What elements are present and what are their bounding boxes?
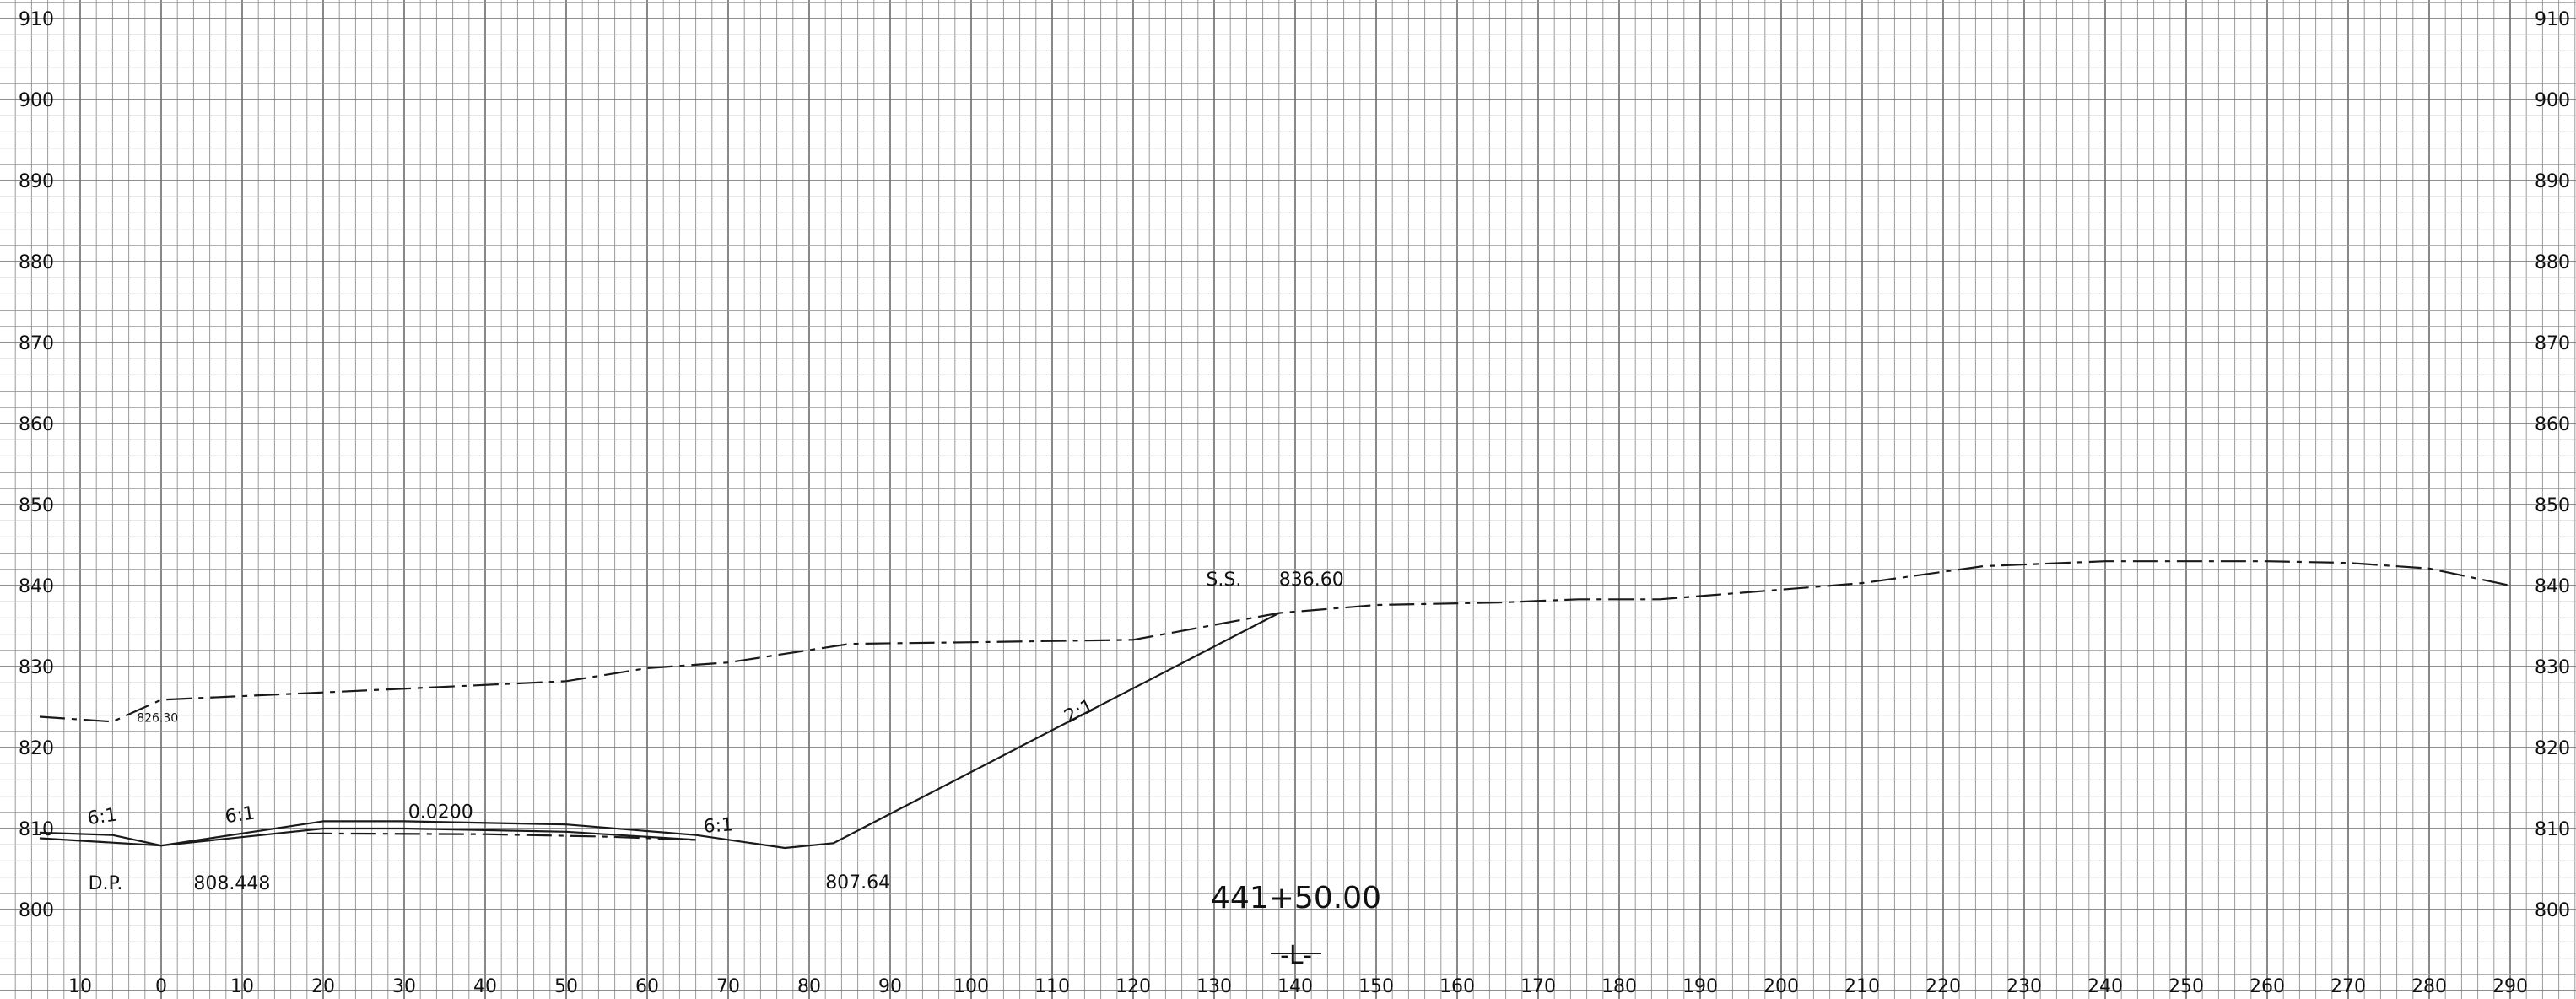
y-tick-label-left: 840 — [19, 576, 54, 597]
profile-lines — [39, 560, 2511, 850]
y-tick-label-right: 830 — [2535, 657, 2570, 678]
x-tick-label: 40 — [473, 976, 497, 997]
y-tick-label-right: 900 — [2535, 90, 2570, 111]
x-tick-label: 210 — [1844, 976, 1880, 997]
x-tick-label: 60 — [635, 976, 659, 997]
y-tick-label-left: 880 — [19, 252, 54, 273]
y-tick-label-right: 890 — [2535, 171, 2570, 192]
x-tick-label: 270 — [2330, 976, 2366, 997]
y-tick-label-right: 810 — [2535, 819, 2570, 840]
x-tick-label: 120 — [1115, 976, 1151, 997]
x-tick-label: 10 — [230, 976, 254, 997]
station-title: 441+50.00 — [1211, 881, 1381, 915]
x-tick-label: 160 — [1439, 976, 1475, 997]
x-tick-label: 260 — [2249, 976, 2285, 997]
y-tick-label-right: 860 — [2535, 414, 2570, 435]
x-tick-label: 170 — [1520, 976, 1556, 997]
x-tick-label: 30 — [392, 976, 416, 997]
elevation-axis-right: 910 900 890 880 870 860 850 840 830 820 810 800 — [2535, 9, 2570, 921]
x-tick-label: 10 — [68, 976, 92, 997]
y-tick-label-left: 850 — [19, 495, 54, 516]
annotation-label: 807.64 — [825, 872, 890, 894]
x-tick-label: 280 — [2411, 976, 2447, 997]
subgrade-line — [39, 827, 696, 847]
x-tick-label: 130 — [1196, 976, 1232, 997]
x-tick-label: 200 — [1763, 976, 1799, 997]
y-tick-label-left: 890 — [19, 171, 54, 192]
y-tick-label-right: 870 — [2535, 333, 2570, 354]
y-tick-label-left: 810 — [19, 819, 54, 840]
annotation-label: 6:1 — [224, 803, 257, 829]
annotation-label: 0.0200 — [408, 802, 473, 824]
alignment-tag: -L- — [1280, 941, 1312, 970]
y-tick-label-right: 840 — [2535, 576, 2570, 597]
x-tick-label: 80 — [797, 976, 821, 997]
x-tick-label: 290 — [2492, 976, 2528, 997]
y-tick-label-left: 860 — [19, 414, 54, 435]
x-tick-label: 90 — [878, 976, 902, 997]
y-tick-label-right: 880 — [2535, 252, 2570, 273]
proposed-section-line — [39, 612, 1280, 850]
offset-axis: 10 0 10 20 30 40 50 60 70 80 90 100 110 120 130 140 150 1… — [68, 976, 2528, 997]
x-tick-label: 50 — [554, 976, 578, 997]
y-tick-label-left: 910 — [19, 9, 54, 30]
annotation-label: S.S. — [1206, 570, 1241, 591]
y-tick-label-left: 820 — [19, 738, 54, 759]
x-tick-label: 20 — [311, 976, 335, 997]
x-tick-label: 190 — [1682, 976, 1718, 997]
x-tick-label: 150 — [1358, 976, 1394, 997]
y-tick-label-right: 850 — [2535, 495, 2570, 516]
x-tick-label: 100 — [953, 976, 989, 997]
x-tick-label: 250 — [2168, 976, 2204, 997]
x-tick-label: 70 — [716, 976, 740, 997]
annotation-label: 6:1 — [703, 814, 734, 837]
annotation-label: 826.30 — [137, 711, 178, 725]
y-tick-label-left: 900 — [19, 90, 54, 111]
annotation-label: 808.448 — [193, 873, 270, 894]
y-tick-label-left: 870 — [19, 333, 54, 354]
y-tick-label-left: 830 — [19, 657, 54, 678]
annotation-label: 6:1 — [86, 804, 119, 829]
x-tick-label: 220 — [1925, 976, 1961, 997]
y-tick-label-right: 800 — [2535, 900, 2570, 921]
y-tick-label-left: 800 — [19, 900, 54, 921]
x-tick-label: 240 — [2087, 976, 2123, 997]
y-tick-label-right: 910 — [2535, 9, 2570, 30]
x-tick-label: 140 — [1277, 976, 1313, 997]
y-tick-label-right: 820 — [2535, 738, 2570, 759]
existing-low-dashed-line — [306, 832, 696, 841]
x-tick-label: 0 — [155, 976, 167, 997]
elevation-axis-left: 910 900 890 880 870 860 850 840 830 820 810 800 — [19, 9, 54, 921]
annotation-label: D.P. — [89, 873, 123, 894]
x-tick-label: 230 — [2006, 976, 2042, 997]
existing-ground-line — [39, 560, 2511, 723]
x-tick-label: 180 — [1601, 976, 1637, 997]
x-tick-label: 110 — [1034, 976, 1070, 997]
annotation-label: 836.60 — [1279, 570, 1344, 591]
